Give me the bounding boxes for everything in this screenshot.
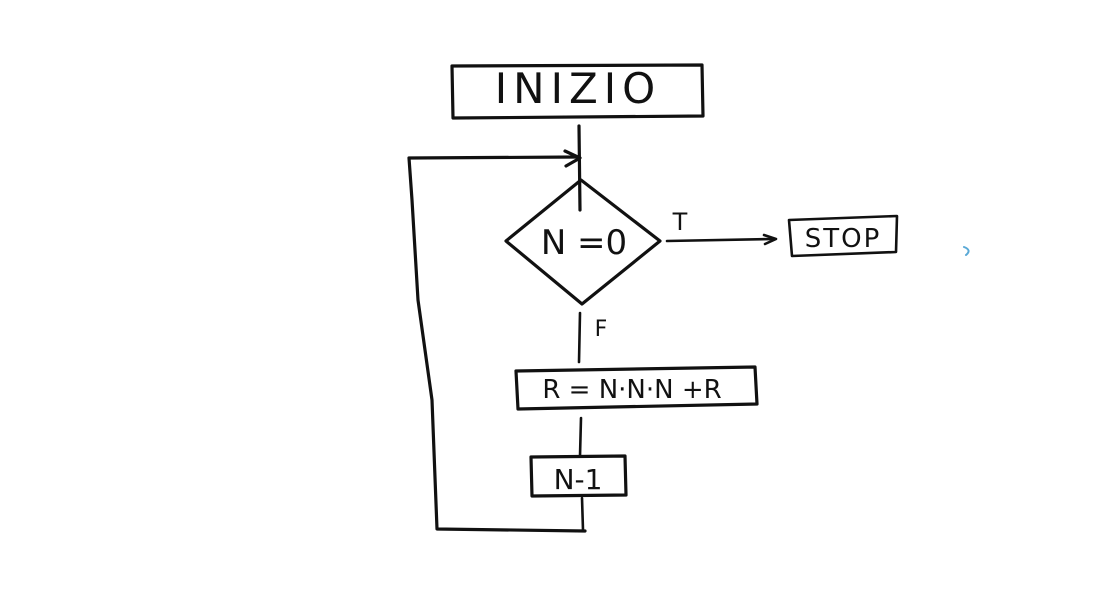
- connector-compute-to-decrement: [578, 416, 583, 458]
- compute-node-box: [514, 365, 759, 411]
- decrement-node-label: N-1: [554, 463, 603, 496]
- loop-back-arrowhead: [563, 149, 582, 168]
- decision-node-diamond: [504, 178, 662, 306]
- decrement-node-box: [529, 454, 628, 498]
- decrement-node: N-1: [529, 454, 628, 498]
- decision-node: N =0: [504, 178, 662, 306]
- connector-false-branch: [577, 311, 582, 364]
- decision-node-label: N =0: [541, 223, 627, 263]
- stray-ink-mark: [963, 246, 970, 256]
- compute-node-label: R = N·N·N +R: [542, 375, 721, 405]
- loop-back-line: [407, 155, 587, 533]
- compute-node: R = N·N·N +R: [514, 365, 759, 411]
- connector-true-branch: [665, 237, 776, 243]
- connector-start-to-decision: [577, 124, 582, 212]
- false-branch-label: F: [595, 317, 608, 342]
- true-branch-label: T: [672, 208, 688, 236]
- start-node-box: [450, 63, 705, 120]
- connector-decrement-to-loop: [580, 496, 585, 532]
- stop-node: STOP: [787, 214, 899, 258]
- true-branch-arrowhead: [762, 233, 778, 246]
- start-node: INIZIO: [450, 63, 705, 120]
- stop-node-label: STOP: [805, 224, 882, 254]
- start-node-label: INIZIO: [495, 64, 661, 113]
- stop-node-box: [787, 214, 899, 258]
